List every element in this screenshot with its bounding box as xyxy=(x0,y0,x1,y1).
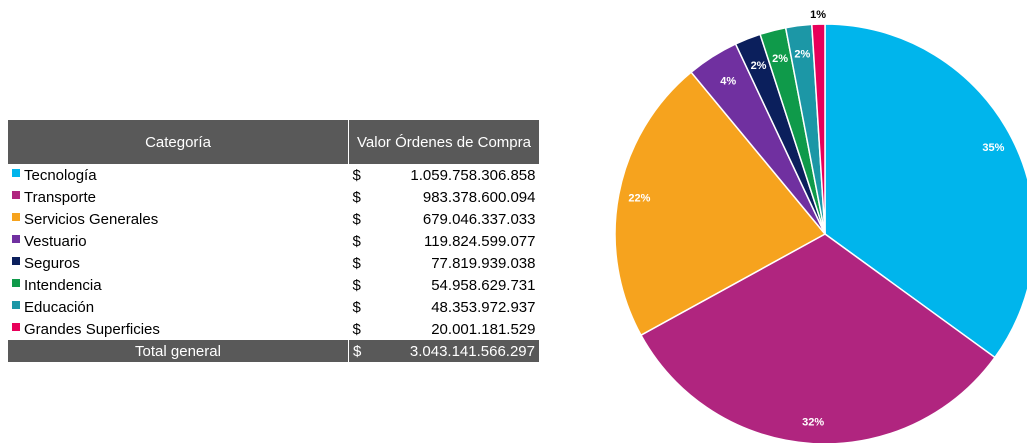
amount: $983.378.600.094 xyxy=(353,189,536,206)
table-row: Transporte $983.378.600.094 xyxy=(8,186,540,208)
category-name: Seguros xyxy=(24,254,80,272)
amount-value: 54.958.629.731 xyxy=(431,276,536,294)
total-label: Total general xyxy=(8,340,349,362)
amount: $54.958.629.731 xyxy=(353,277,536,294)
legend-marker xyxy=(12,300,20,309)
pie-slice xyxy=(614,71,827,337)
table-row: Vestuario $119.824.599.077 xyxy=(8,230,540,252)
category-name: Vestuario xyxy=(24,232,87,250)
currency: $ xyxy=(352,232,361,250)
table-row: Intendencia $54.958.629.731 xyxy=(8,274,540,296)
pie-slice xyxy=(824,23,1027,359)
amount-value: 48.353.972.937 xyxy=(431,298,536,316)
category-name: Tecnología xyxy=(24,166,97,184)
category-cell: Servicios Generales xyxy=(8,208,349,230)
legend-marker xyxy=(12,322,20,331)
slice-label: 4% xyxy=(720,75,736,87)
amount-cell: $54.958.629.731 xyxy=(349,274,540,296)
category-name: Intendencia xyxy=(24,276,102,294)
currency: $ xyxy=(352,298,361,316)
category-cell: Seguros xyxy=(8,252,349,274)
data-table: Categoría Valor Órdenes de Compra Tecnolog… xyxy=(8,120,540,362)
currency: $ xyxy=(352,166,361,184)
total-cell: $3.043.141.566.297 xyxy=(348,340,540,362)
category-cell: Intendencia xyxy=(8,274,349,296)
category-name: Educación xyxy=(24,298,95,316)
amount-value: 3.043.141.566.297 xyxy=(409,342,535,360)
amount: $20.001.181.529 xyxy=(353,321,536,338)
pie-slice xyxy=(811,23,826,235)
legend-marker xyxy=(12,256,20,265)
category-name: Grandes Superficies xyxy=(24,320,160,338)
category-cell: Tecnología xyxy=(8,164,349,186)
legend-marker xyxy=(12,168,20,177)
table-row: Grandes Superficies $20.001.181.529 xyxy=(8,318,540,340)
slice-label: 2% xyxy=(794,49,810,61)
header-row: Categoría Valor Órdenes de Compra xyxy=(8,120,540,164)
header-cell: Valor Órdenes de Compra xyxy=(348,120,540,164)
amount-value: 1.059.758.306.858 xyxy=(410,166,536,184)
legend-marker xyxy=(12,278,20,287)
amount-value: 77.819.939.038 xyxy=(431,254,536,272)
category-cell: Educación xyxy=(8,296,349,318)
category-cell: Grandes Superficies xyxy=(8,318,349,340)
legend-marker xyxy=(12,212,20,221)
legend-marker xyxy=(12,234,20,243)
slice-label: 22% xyxy=(628,192,650,204)
amount: $3.043.141.566.297 xyxy=(353,343,535,360)
amount-value: 983.378.600.094 xyxy=(422,188,536,206)
slice-label: 35% xyxy=(982,142,1004,154)
table-row: Educación $48.353.972.937 xyxy=(8,296,540,318)
total-row: Total general $3.043.141.566.297 xyxy=(8,340,540,362)
slice-label: 1% xyxy=(810,9,826,21)
amount: $679.046.337.033 xyxy=(353,211,536,228)
amount: $77.819.939.038 xyxy=(353,255,536,272)
amount-cell: $77.819.939.038 xyxy=(349,252,540,274)
amount-cell: $119.824.599.077 xyxy=(349,230,540,252)
currency: $ xyxy=(352,254,361,272)
amount-cell: $48.353.972.937 xyxy=(349,296,540,318)
currency: $ xyxy=(352,276,361,294)
category-name: Servicios Generales xyxy=(24,210,159,228)
currency: $ xyxy=(352,320,361,338)
table-row: Seguros $77.819.939.038 xyxy=(8,252,540,274)
slice-label: 2% xyxy=(751,60,767,72)
currency: $ xyxy=(353,342,362,360)
amount-value: 679.046.337.033 xyxy=(422,210,536,228)
currency: $ xyxy=(352,210,361,228)
amount: $119.824.599.077 xyxy=(353,233,536,250)
pie-slice xyxy=(639,233,996,443)
table-row: Tecnología $1.059.758.306.858 xyxy=(8,164,540,186)
amount-cell: $679.046.337.033 xyxy=(349,208,540,230)
amount-cell: $20.001.181.529 xyxy=(349,318,540,340)
category-name: Transporte xyxy=(24,188,96,206)
slice-label: 32% xyxy=(802,417,824,429)
amount: $48.353.972.937 xyxy=(353,299,536,316)
table-row: Servicios Generales $679.046.337.033 xyxy=(8,208,540,230)
slice-label: 2% xyxy=(772,53,788,65)
amount-cell: $983.378.600.094 xyxy=(349,186,540,208)
amount-value: 20.001.181.529 xyxy=(431,320,536,338)
amount-cell: $1.059.758.306.858 xyxy=(349,164,540,186)
header-cell: Categoría xyxy=(8,120,349,164)
category-cell: Transporte xyxy=(8,186,349,208)
amount-value: 119.824.599.077 xyxy=(424,232,536,250)
category-cell: Vestuario xyxy=(8,230,349,252)
currency: $ xyxy=(352,188,361,206)
amount: $1.059.758.306.858 xyxy=(353,167,536,184)
legend-marker xyxy=(12,190,20,199)
